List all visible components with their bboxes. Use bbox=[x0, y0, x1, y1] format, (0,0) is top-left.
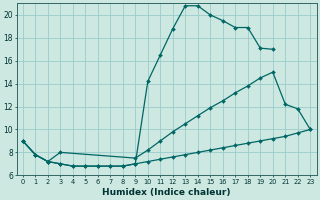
X-axis label: Humidex (Indice chaleur): Humidex (Indice chaleur) bbox=[102, 188, 231, 197]
